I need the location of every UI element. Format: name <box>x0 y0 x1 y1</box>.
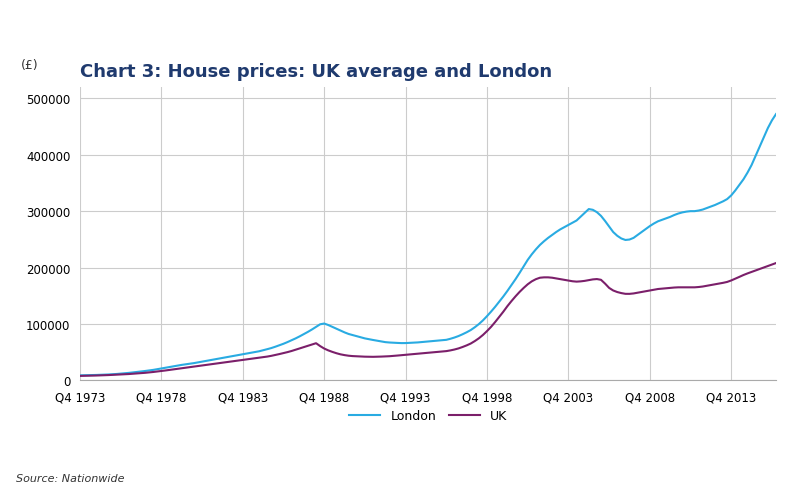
London <box>278 341 288 347</box>
UK <box>389 353 398 359</box>
London <box>299 331 309 337</box>
Text: Source: Nationwide: Source: Nationwide <box>16 473 125 483</box>
UK <box>278 350 288 356</box>
UK <box>299 345 309 350</box>
London <box>75 373 85 379</box>
London <box>486 309 496 315</box>
UK <box>771 261 781 266</box>
UK <box>128 371 138 377</box>
Legend: London, UK: London, UK <box>344 404 512 427</box>
London <box>771 112 781 118</box>
UK <box>75 373 85 379</box>
UK <box>486 324 496 330</box>
London <box>446 336 455 342</box>
London <box>389 340 398 346</box>
Line: London: London <box>80 115 776 376</box>
Text: (£): (£) <box>21 59 38 72</box>
London <box>128 370 138 376</box>
Line: UK: UK <box>80 264 776 376</box>
Text: Chart 3: House prices: UK average and London: Chart 3: House prices: UK average and Lo… <box>80 63 552 81</box>
UK <box>446 348 455 354</box>
